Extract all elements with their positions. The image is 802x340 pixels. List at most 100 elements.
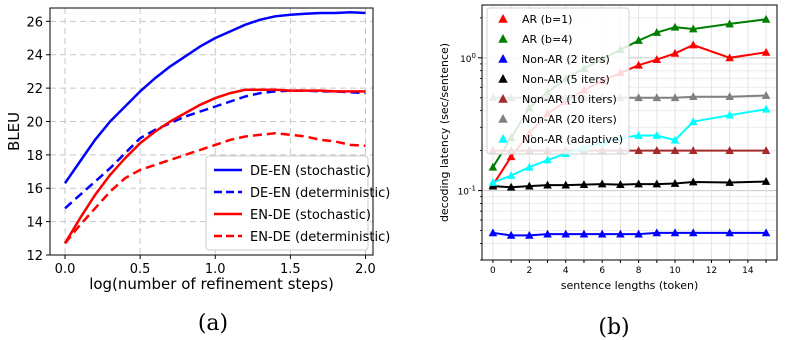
legend-marker <box>498 74 508 83</box>
y-tick-label: 10-1 <box>458 185 476 198</box>
x-axis-label: sentence lengths (token) <box>561 279 698 292</box>
data-point <box>525 181 534 190</box>
y-axis-label: decoding latency (sec/sentence) <box>438 43 451 222</box>
x-tick-label: 12 <box>706 266 717 276</box>
data-point <box>761 14 771 23</box>
data-point <box>688 92 698 101</box>
data-point <box>634 130 643 139</box>
y-tick-label: 18 <box>26 149 43 164</box>
data-point <box>652 55 662 63</box>
data-point <box>525 162 534 171</box>
x-tick-label: 2 <box>526 266 532 276</box>
data-point <box>761 47 771 56</box>
data-point <box>634 36 643 44</box>
x-tick-label: 0 <box>490 266 496 276</box>
data-point <box>761 228 771 237</box>
data-point <box>688 177 698 186</box>
data-point <box>488 162 498 171</box>
data-point <box>652 179 662 188</box>
caption-b: (b) <box>598 315 629 340</box>
data-point <box>725 92 734 101</box>
data-point <box>597 229 607 238</box>
x-tick-label: 14 <box>742 266 754 276</box>
data-point <box>761 104 771 113</box>
data-point <box>506 152 516 161</box>
series-line <box>492 180 767 189</box>
y-tick-label: 16 <box>26 182 43 197</box>
data-point <box>488 178 498 186</box>
y-axis-label: BLEU <box>5 112 23 151</box>
data-point <box>634 179 643 188</box>
legend-box <box>205 155 369 251</box>
x-tick-label: 1.0 <box>205 262 226 277</box>
data-point <box>670 228 680 237</box>
legend-label: DE-EN (stochastic) <box>250 164 371 179</box>
data-point <box>670 135 680 144</box>
data-point <box>670 146 680 154</box>
y-tick-label: 24 <box>26 49 43 64</box>
data-point <box>616 229 625 238</box>
data-point <box>652 146 662 154</box>
panel-a-bleu-chart: 0.0 0.5 1.0 1.5 2.0 12 14 16 18 20 22 24 26 log(numbe… <box>5 7 390 336</box>
series-line <box>63 88 366 244</box>
legend-label: DE-EN (deterministic) <box>250 186 390 201</box>
y-tick-label: 100 <box>460 52 476 65</box>
data-point <box>688 24 698 33</box>
data-point <box>688 40 698 49</box>
x-tick-label: 10 <box>669 266 681 276</box>
plot-frame <box>481 4 778 261</box>
data-point <box>634 60 643 69</box>
legend-label: Non-AR (2 iters) <box>522 53 610 66</box>
data-point <box>725 146 734 154</box>
data-point <box>616 180 625 188</box>
y-tick-label: 20 <box>26 115 43 130</box>
data-point <box>652 28 662 36</box>
x-tick-label: 0.0 <box>55 262 76 277</box>
data-point <box>652 228 662 237</box>
plot-frame <box>49 7 374 256</box>
panel-b-latency-chart: 10-1 100 0 2 4 6 8 10 12 14 sentence lengths (toke… <box>438 4 778 340</box>
legend-label: Non-AR (10 iters) <box>522 93 617 106</box>
data-point <box>725 53 734 62</box>
data-point <box>725 178 734 186</box>
legend-label: Non-AR (5 iters) <box>522 73 610 86</box>
legend-label: EN-DE (stochastic) <box>250 208 371 223</box>
x-tick-label: 8 <box>636 266 642 276</box>
data-point <box>725 19 734 28</box>
series-line <box>492 231 767 237</box>
y-tick-label: 22 <box>26 82 43 97</box>
legend-box <box>486 7 630 155</box>
data-point <box>543 229 552 238</box>
data-point <box>670 48 680 57</box>
data-point <box>670 93 680 102</box>
data-point <box>506 230 516 239</box>
legend-marker <box>498 94 508 103</box>
data-point <box>725 110 734 119</box>
data-point <box>652 130 662 139</box>
caption-a: (a) <box>198 311 228 336</box>
data-point <box>761 177 771 185</box>
data-point <box>688 228 698 237</box>
data-point <box>725 228 734 237</box>
series-line <box>63 10 366 184</box>
data-point <box>688 146 698 154</box>
y-tick-label: 26 <box>26 15 43 30</box>
data-point <box>670 22 680 31</box>
data-point <box>561 180 571 189</box>
legend-marker <box>498 54 508 63</box>
data-point <box>670 179 680 187</box>
x-tick-label: 4 <box>563 266 569 276</box>
legend-marker <box>498 134 508 143</box>
series-line <box>64 131 366 245</box>
data-point <box>652 93 662 102</box>
y-tick-label: 12 <box>26 249 43 264</box>
legend-marker <box>498 34 508 43</box>
data-point <box>525 230 534 239</box>
y-tick-label: 14 <box>26 216 43 231</box>
data-point <box>561 229 571 238</box>
x-axis-label: log(number of refinement steps) <box>89 275 334 293</box>
data-point <box>579 180 589 188</box>
data-point <box>506 170 516 179</box>
legend-marker <box>498 114 508 123</box>
